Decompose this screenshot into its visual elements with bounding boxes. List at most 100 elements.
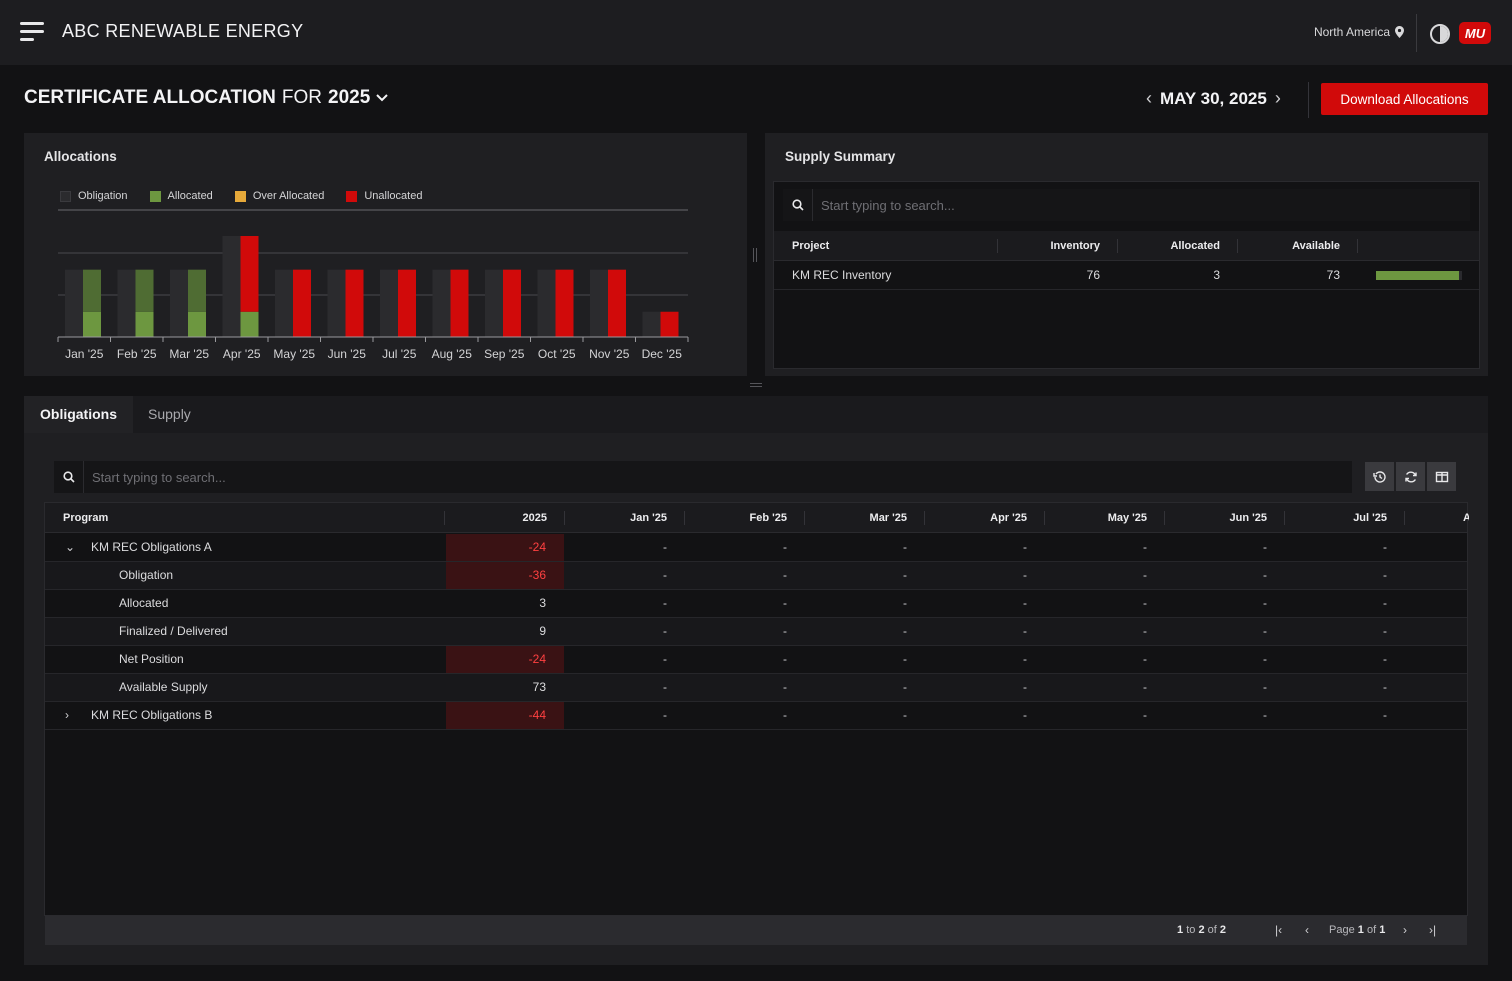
- table-row[interactable]: Net Position -24 - - - - - - -: [45, 646, 1467, 674]
- bar-obligation[interactable]: [432, 269, 451, 337]
- bar-unallocated[interactable]: [503, 269, 521, 337]
- refresh-icon[interactable]: [1396, 462, 1425, 491]
- month-value: -: [1023, 568, 1027, 582]
- table-row[interactable]: Finalized / Delivered 9 - - - - - - -: [45, 618, 1467, 646]
- program-label: KM REC Obligations A: [91, 540, 212, 554]
- supply-search-input[interactable]: [813, 197, 1470, 213]
- month-value: -: [1023, 540, 1027, 554]
- table-row[interactable]: ⌄ KM REC Obligations A -24 - - - - - - -: [45, 534, 1467, 562]
- table-row[interactable]: Available Supply 73 - - - - - - -: [45, 674, 1467, 702]
- tab-obligations[interactable]: Obligations: [24, 396, 133, 433]
- next-date-icon[interactable]: ›: [1274, 88, 1281, 108]
- program-label: Net Position: [119, 652, 184, 666]
- program-label: Available Supply: [119, 680, 208, 694]
- bar-obligation[interactable]: [537, 269, 556, 337]
- bar-obligation[interactable]: [170, 269, 188, 337]
- bar-allocated[interactable]: [188, 311, 206, 337]
- theme-toggle-icon[interactable]: [1430, 24, 1450, 44]
- supply-search-bar: [783, 189, 1470, 221]
- month-value: -: [663, 680, 667, 694]
- last-page-icon[interactable]: ›|: [1429, 923, 1437, 937]
- month-value: -: [1263, 708, 1267, 722]
- bar-unallocated[interactable]: [293, 269, 311, 337]
- obligations-search-input[interactable]: [84, 469, 1352, 485]
- col-jul[interactable]: Jul '25: [1353, 512, 1387, 524]
- col-available[interactable]: Available: [1292, 240, 1340, 252]
- col-aug-truncated[interactable]: A: [1463, 512, 1469, 524]
- chevron-down-icon[interactable]: ⌄: [65, 540, 76, 554]
- columns-icon[interactable]: [1427, 462, 1456, 491]
- user-logo[interactable]: MU: [1459, 22, 1491, 44]
- col-2025[interactable]: 2025: [522, 512, 547, 524]
- table-row[interactable]: › KM REC Obligations B -44 - - - - - - -: [45, 702, 1467, 730]
- legend-obligation[interactable]: Obligation: [60, 190, 128, 202]
- horizontal-splitter-handle[interactable]: [750, 383, 762, 387]
- bar-unallocated[interactable]: [660, 311, 679, 337]
- month-value: -: [903, 596, 907, 610]
- col-allocated[interactable]: Allocated: [1170, 240, 1220, 252]
- bar-allocated-pending[interactable]: [83, 269, 101, 312]
- month-value: -: [1143, 652, 1147, 666]
- bar-obligation[interactable]: [590, 269, 608, 337]
- month-value: -: [1383, 568, 1387, 582]
- vertical-splitter-handle[interactable]: [753, 248, 757, 262]
- bar-obligation[interactable]: [380, 269, 398, 337]
- month-value: -: [1383, 680, 1387, 694]
- month-value: -: [1143, 540, 1147, 554]
- legend-allocated[interactable]: Allocated: [149, 190, 213, 202]
- col-may[interactable]: May '25: [1107, 512, 1147, 524]
- bar-obligation[interactable]: [485, 269, 503, 337]
- bar-unallocated[interactable]: [555, 269, 574, 337]
- next-page-icon[interactable]: ›: [1403, 923, 1407, 937]
- bar-unallocated[interactable]: [608, 269, 626, 337]
- bar-allocated[interactable]: [240, 311, 259, 337]
- legend-over-allocated[interactable]: Over Allocated: [234, 190, 324, 202]
- first-page-icon[interactable]: |‹: [1275, 923, 1283, 937]
- bar-unallocated[interactable]: [240, 236, 259, 312]
- bar-obligation[interactable]: [275, 269, 293, 337]
- bar-allocated-pending[interactable]: [135, 269, 154, 312]
- col-mar[interactable]: Mar '25: [869, 512, 907, 524]
- legend-unallocated[interactable]: Unallocated: [346, 190, 422, 202]
- availability-bar: [1376, 271, 1462, 280]
- col-inventory[interactable]: Inventory: [1050, 240, 1100, 252]
- supply-row[interactable]: KM REC Inventory 76 3 73: [774, 262, 1479, 290]
- history-icon[interactable]: [1365, 462, 1394, 491]
- previous-date-icon[interactable]: ‹: [1146, 88, 1152, 108]
- bar-allocated[interactable]: [83, 311, 101, 337]
- table-row[interactable]: Obligation -36 - - - - - - -: [45, 562, 1467, 590]
- col-apr[interactable]: Apr '25: [990, 512, 1027, 524]
- table-row[interactable]: Allocated 3 - - - - - - -: [45, 590, 1467, 618]
- bar-unallocated[interactable]: [398, 269, 416, 337]
- col-jun[interactable]: Jun '25: [1229, 512, 1267, 524]
- hamburger-menu-icon[interactable]: [20, 22, 44, 42]
- col-jan[interactable]: Jan '25: [630, 512, 667, 524]
- bar-unallocated[interactable]: [450, 269, 469, 337]
- previous-page-icon[interactable]: ‹: [1305, 923, 1309, 937]
- month-value: -: [783, 652, 787, 666]
- tab-supply[interactable]: Supply: [148, 406, 191, 422]
- bar-obligation[interactable]: [222, 236, 241, 337]
- region-selector[interactable]: North America: [1314, 25, 1404, 39]
- bar-allocated[interactable]: [135, 311, 154, 337]
- bar-unallocated[interactable]: [345, 269, 364, 337]
- page-title[interactable]: CERTIFICATE ALLOCATION FOR 2025: [24, 87, 389, 109]
- page-indicator: Page 1 of 1: [1329, 924, 1386, 936]
- chevron-right-icon[interactable]: ›: [65, 708, 69, 722]
- col-program[interactable]: Program: [63, 512, 109, 524]
- month-value: -: [783, 624, 787, 638]
- bar-allocated-pending[interactable]: [188, 269, 206, 312]
- page-title-main: CERTIFICATE ALLOCATION: [24, 87, 276, 108]
- download-allocations-button[interactable]: Download Allocations: [1321, 83, 1488, 115]
- value-2025: 3: [539, 596, 546, 610]
- x-tick-label: Mar '25: [169, 347, 209, 361]
- bar-obligation[interactable]: [327, 269, 346, 337]
- col-feb[interactable]: Feb '25: [749, 512, 787, 524]
- month-value: -: [1023, 596, 1027, 610]
- bar-obligation[interactable]: [65, 269, 83, 337]
- bar-obligation[interactable]: [642, 311, 661, 337]
- supply-inventory: 76: [1086, 268, 1100, 282]
- x-tick-label: Sep '25: [484, 347, 525, 361]
- bar-obligation[interactable]: [117, 269, 136, 337]
- col-project[interactable]: Project: [792, 240, 830, 252]
